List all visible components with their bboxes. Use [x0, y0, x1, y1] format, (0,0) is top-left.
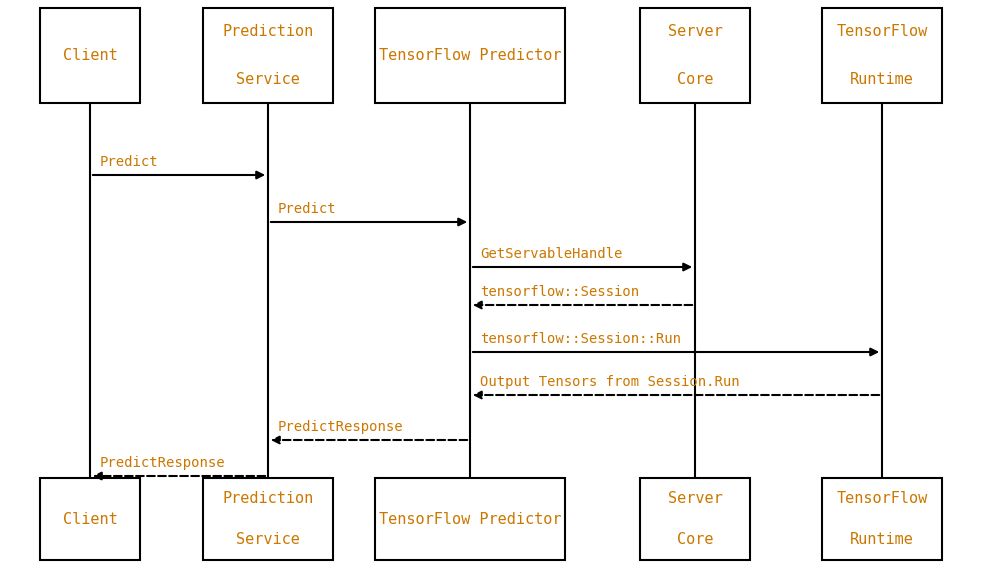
- Text: Server: Server: [667, 24, 722, 39]
- Text: GetServableHandle: GetServableHandle: [480, 247, 622, 261]
- Bar: [375, 8, 565, 103]
- Bar: [375, 478, 565, 560]
- Text: Service: Service: [236, 532, 300, 547]
- Text: Prediction: Prediction: [222, 24, 314, 39]
- Text: Service: Service: [236, 72, 300, 87]
- Text: Client: Client: [63, 511, 117, 527]
- Text: Runtime: Runtime: [850, 72, 914, 87]
- Bar: [640, 8, 750, 103]
- Text: TensorFlow: TensorFlow: [836, 24, 928, 39]
- Text: Client: Client: [63, 48, 117, 63]
- Text: tensorflow::Session::Run: tensorflow::Session::Run: [480, 332, 681, 346]
- Bar: [822, 478, 942, 560]
- Bar: [40, 478, 140, 560]
- Bar: [822, 8, 942, 103]
- Text: Core: Core: [677, 532, 713, 547]
- Text: Core: Core: [677, 72, 713, 87]
- Bar: [40, 8, 140, 103]
- Text: TensorFlow Predictor: TensorFlow Predictor: [379, 48, 561, 63]
- Text: Predict: Predict: [100, 155, 158, 169]
- Text: Server: Server: [667, 491, 722, 506]
- Text: Predict: Predict: [278, 202, 337, 216]
- Text: Prediction: Prediction: [222, 491, 314, 506]
- Bar: [203, 8, 333, 103]
- Text: TensorFlow Predictor: TensorFlow Predictor: [379, 511, 561, 527]
- Text: Runtime: Runtime: [850, 532, 914, 547]
- Text: PredictResponse: PredictResponse: [278, 420, 403, 434]
- Text: tensorflow::Session: tensorflow::Session: [480, 285, 640, 299]
- Bar: [640, 478, 750, 560]
- Text: PredictResponse: PredictResponse: [100, 456, 225, 470]
- Bar: [203, 478, 333, 560]
- Text: Output Tensors from Session.Run: Output Tensors from Session.Run: [480, 375, 740, 389]
- Text: TensorFlow: TensorFlow: [836, 491, 928, 506]
